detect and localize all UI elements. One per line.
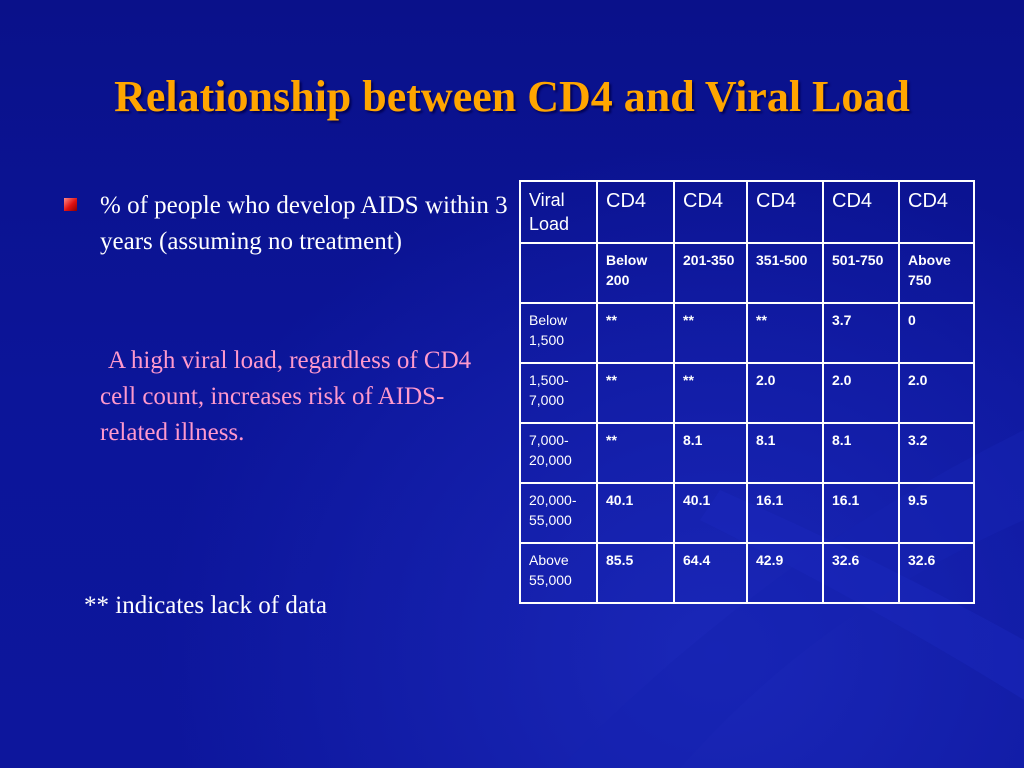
note-text: A high viral load, regardless of CD4 cel… bbox=[100, 347, 472, 446]
value-cell: ** bbox=[673, 362, 748, 424]
viral-load-label-cell: 1,500-7,000 bbox=[519, 362, 598, 424]
corner-header-cell: Viral Load bbox=[519, 180, 598, 244]
viral-load-label-cell: Above 55,000 bbox=[519, 542, 598, 604]
value-cell: ** bbox=[746, 302, 824, 364]
empty-cell bbox=[519, 242, 598, 304]
viral-load-label-cell: 20,000-55,000 bbox=[519, 482, 598, 544]
table-row: 7,000-20,000 ** 8.1 8.1 8.1 3.2 bbox=[519, 422, 975, 484]
square-bullet-icon bbox=[64, 198, 77, 211]
value-cell: ** bbox=[596, 362, 675, 424]
value-cell: 32.6 bbox=[822, 542, 900, 604]
table-range-row: Below 200 201-350 351-500 501-750 Above … bbox=[519, 242, 975, 304]
cd4-header-cell: CD4 bbox=[746, 180, 824, 244]
value-cell: 2.0 bbox=[746, 362, 824, 424]
cd4-viral-load-table: Viral Load CD4 CD4 CD4 CD4 CD4 Below 200… bbox=[519, 180, 975, 604]
cd4-range-cell: 501-750 bbox=[822, 242, 900, 304]
bullet-list: % of people who develop AIDS within 3 ye… bbox=[60, 188, 510, 260]
cd4-header-cell: CD4 bbox=[596, 180, 675, 244]
cd4-header-cell: CD4 bbox=[898, 180, 975, 244]
value-cell: 16.1 bbox=[746, 482, 824, 544]
table-row: 20,000-55,000 40.1 40.1 16.1 16.1 9.5 bbox=[519, 482, 975, 544]
viral-load-label-cell: 7,000-20,000 bbox=[519, 422, 598, 484]
value-cell: 2.0 bbox=[822, 362, 900, 424]
cd4-header-cell: CD4 bbox=[822, 180, 900, 244]
cd4-range-cell: 351-500 bbox=[746, 242, 824, 304]
value-cell: 16.1 bbox=[822, 482, 900, 544]
table-row: 1,500-7,000 ** ** 2.0 2.0 2.0 bbox=[519, 362, 975, 424]
value-cell: 2.0 bbox=[898, 362, 975, 424]
value-cell: 85.5 bbox=[596, 542, 675, 604]
footnote: ** indicates lack of data bbox=[84, 592, 327, 619]
bullet-item: % of people who develop AIDS within 3 ye… bbox=[60, 188, 510, 260]
viral-load-label-cell: Below 1,500 bbox=[519, 302, 598, 364]
value-cell: ** bbox=[596, 422, 675, 484]
value-cell: ** bbox=[673, 302, 748, 364]
table-row: Below 1,500 ** ** ** 3.7 0 bbox=[519, 302, 975, 364]
value-cell: 3.7 bbox=[822, 302, 900, 364]
value-cell: 9.5 bbox=[898, 482, 975, 544]
slide-title: Relationship between CD4 and Viral Load bbox=[114, 72, 910, 121]
bullet-text: of people who develop AIDS within 3 year… bbox=[100, 192, 508, 255]
value-cell: 64.4 bbox=[673, 542, 748, 604]
cd4-range-cell: 201-350 bbox=[673, 242, 748, 304]
value-cell: 8.1 bbox=[822, 422, 900, 484]
value-cell: ** bbox=[596, 302, 675, 364]
bullet-prefix: % bbox=[100, 192, 121, 219]
value-cell: 0 bbox=[898, 302, 975, 364]
value-cell: 8.1 bbox=[673, 422, 748, 484]
value-cell: 32.6 bbox=[898, 542, 975, 604]
value-cell: 42.9 bbox=[746, 542, 824, 604]
cd4-range-cell: Above 750 bbox=[898, 242, 975, 304]
value-cell: 40.1 bbox=[673, 482, 748, 544]
value-cell: 8.1 bbox=[746, 422, 824, 484]
value-cell: 3.2 bbox=[898, 422, 975, 484]
cd4-header-cell: CD4 bbox=[673, 180, 748, 244]
table-header-row: Viral Load CD4 CD4 CD4 CD4 CD4 bbox=[519, 180, 975, 244]
value-cell: 40.1 bbox=[596, 482, 675, 544]
table-row: Above 55,000 85.5 64.4 42.9 32.6 32.6 bbox=[519, 542, 975, 604]
cd4-range-cell: Below 200 bbox=[596, 242, 675, 304]
